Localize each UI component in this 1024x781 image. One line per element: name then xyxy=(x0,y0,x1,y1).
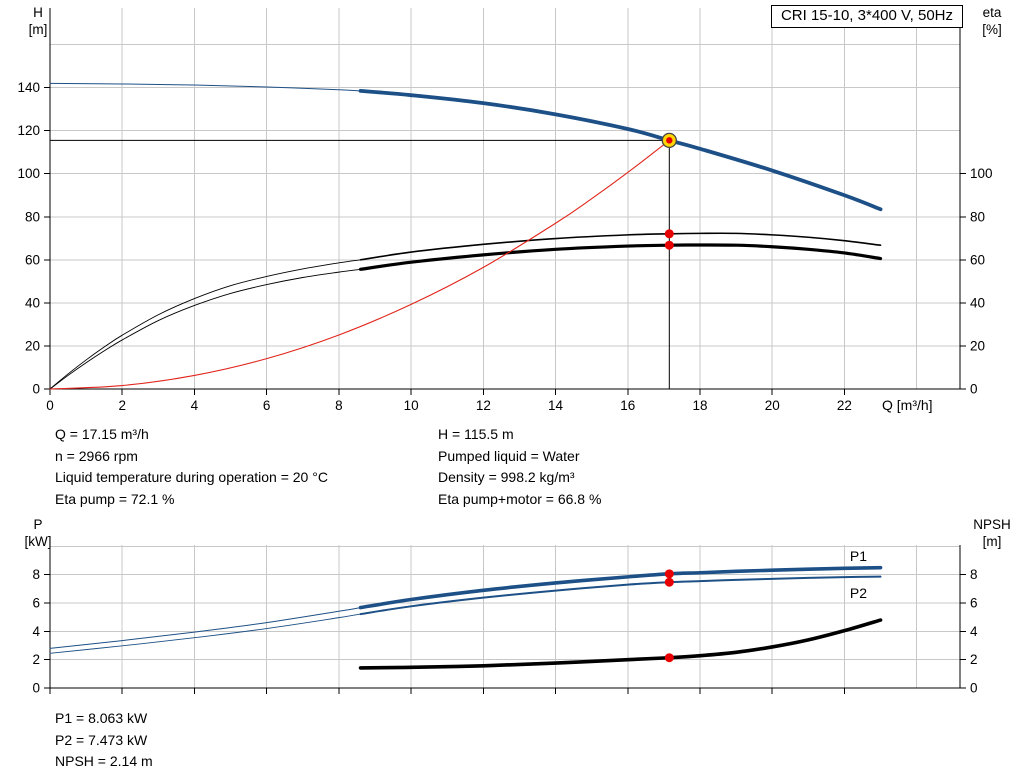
y-tick-label-right: 2 xyxy=(970,652,978,667)
eta-pump-motor-curve xyxy=(358,243,883,271)
y-tick-label-right: 0 xyxy=(970,382,978,397)
p2-curve-lead xyxy=(49,613,362,654)
y-tick-label-left: 6 xyxy=(32,596,40,611)
x-tick-label: 18 xyxy=(692,398,707,413)
eta-pump-curve-lead xyxy=(49,259,362,390)
operating-data-left: Q = 17.15 m³/h n = 2966 rpm Liquid tempe… xyxy=(55,424,328,510)
x-tick-label: 10 xyxy=(404,398,419,413)
qh-curve xyxy=(358,88,883,212)
power-npsh-chart: 0 2 4 6 8 0 2 4 6 8 P1 P2 xyxy=(32,545,978,696)
series-label-p2: P2 xyxy=(850,585,867,601)
y-tick-label-left: 4 xyxy=(32,624,40,639)
operating-data-right: H = 115.5 m Pumped liquid = Water Densit… xyxy=(438,424,601,510)
q-axis-title: Q [m³/h] xyxy=(882,397,933,413)
y-tick-label-left: 60 xyxy=(25,252,40,267)
x-tick-label: 4 xyxy=(191,398,199,413)
h-axis-symbol: H xyxy=(33,5,43,20)
y-tick-label-left: 20 xyxy=(25,338,40,353)
p-axis-unit: [kW] xyxy=(24,534,52,549)
p1-curve-lead xyxy=(49,607,362,649)
y-tick-label-right: 80 xyxy=(970,209,985,224)
y-tick-label-left: 40 xyxy=(25,295,40,310)
npsh-curve xyxy=(358,618,883,670)
bottom-right-axis-title: NPSH [m] xyxy=(964,516,1020,550)
y-tick-label-right: 100 xyxy=(970,166,993,181)
x-tick-label: 14 xyxy=(548,398,564,413)
operating-point-dot xyxy=(664,577,674,587)
x-tick-label: 6 xyxy=(263,398,271,413)
x-tick-label: 16 xyxy=(620,398,635,413)
info-line-p1: P1 = 8.063 kW xyxy=(55,710,148,726)
y-tick-label-right: 8 xyxy=(970,567,978,582)
y-tick-label-left: 0 xyxy=(32,681,40,696)
info-line-npsh: NPSH = 2.14 m xyxy=(55,753,153,769)
y-tick-label-left: 80 xyxy=(25,209,40,224)
eta-axis-unit: [%] xyxy=(982,22,1002,37)
info-line-n: n = 2966 rpm xyxy=(55,447,138,464)
eta-axis-symbol: eta xyxy=(982,5,1002,20)
top-right-axis-title: eta [%] xyxy=(970,4,1014,38)
operating-point-dot xyxy=(664,229,674,239)
info-line-eta-pump: Eta pump = 72.1 % xyxy=(55,490,175,507)
x-tick-label: 22 xyxy=(837,398,852,413)
x-tick-label: 2 xyxy=(118,398,126,413)
p2-curve xyxy=(359,575,882,616)
y-tick-label-left: 120 xyxy=(17,123,40,138)
y-tick-label-left: 100 xyxy=(17,166,40,181)
info-line-p2: P2 = 7.473 kW xyxy=(55,731,148,748)
eta-pump-curve xyxy=(359,232,882,261)
system-curve xyxy=(49,139,670,390)
x-tick-label: 0 xyxy=(46,398,54,413)
y-tick-label-right: 60 xyxy=(970,252,985,267)
y-tick-label-right: 20 xyxy=(970,338,985,353)
info-line-temperature: Liquid temperature during operation = 20… xyxy=(55,469,328,485)
y-tick-label-right: 4 xyxy=(970,624,978,639)
eta-pump-motor-curve-lead xyxy=(49,268,362,390)
info-line-density: Density = 998.2 kg/m³ xyxy=(438,469,575,485)
operating-point-dot xyxy=(664,240,674,250)
x-tick-label: 12 xyxy=(476,398,491,413)
pump-model-title-box: CRI 15-10, 3*400 V, 50Hz xyxy=(770,5,963,28)
duty-point-center-dot xyxy=(666,137,673,144)
x-tick-label: 8 xyxy=(335,398,343,413)
h-axis-unit: [m] xyxy=(28,22,48,37)
y-tick-label-right: 40 xyxy=(970,295,985,310)
p-axis-symbol: P xyxy=(33,517,43,532)
y-tick-label-right: 6 xyxy=(970,596,978,611)
qh-eta-chart: 0 2 4 6 8 10 12 14 16 18 20 22 0 20 40 60 80 100 120 140 0 20… xyxy=(17,8,993,413)
p1-curve xyxy=(358,565,883,610)
top-left-axis-title: H [m] xyxy=(20,4,56,38)
y-tick-label-left: 140 xyxy=(17,80,40,95)
series-label-p1: P1 xyxy=(850,548,867,564)
y-tick-label-right: 0 xyxy=(970,681,978,696)
y-tick-label-left: 2 xyxy=(32,652,40,667)
operating-point-dot xyxy=(664,653,674,663)
operating-point-dot xyxy=(664,569,674,579)
info-line-h: H = 115.5 m xyxy=(438,426,514,442)
info-line-q: Q = 17.15 m³/h xyxy=(55,426,149,442)
npsh-axis-unit: [m] xyxy=(982,534,1002,549)
qh-curve-lead xyxy=(49,82,362,92)
result-data-block: P1 = 8.063 kW P2 = 7.473 kW NPSH = 2.14 … xyxy=(55,708,153,773)
bottom-left-axis-title: P [kW] xyxy=(16,516,60,550)
info-line-eta-pump-motor: Eta pump+motor = 66.8 % xyxy=(438,490,602,507)
y-tick-label-left: 8 xyxy=(32,567,40,582)
npsh-axis-symbol: NPSH xyxy=(973,517,1011,532)
info-line-liquid: Pumped liquid = Water xyxy=(438,447,580,464)
x-tick-label: 20 xyxy=(765,398,780,413)
y-tick-label-left: 0 xyxy=(32,382,40,397)
